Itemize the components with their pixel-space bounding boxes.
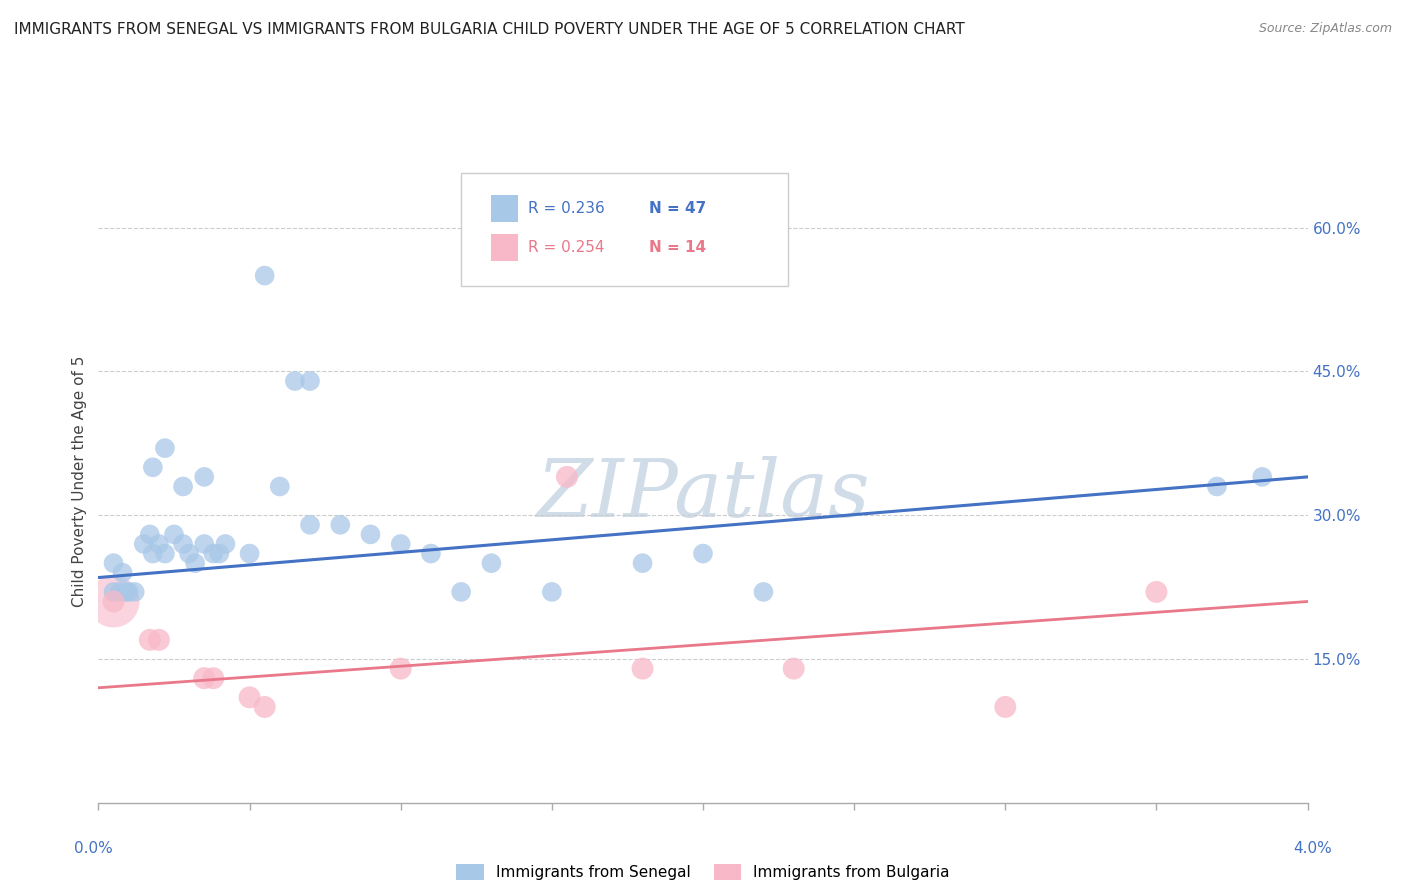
Point xyxy=(139,527,162,541)
Point xyxy=(193,470,215,484)
Point xyxy=(153,441,176,455)
Point xyxy=(142,460,165,475)
Point xyxy=(124,585,146,599)
Point xyxy=(299,374,322,388)
Point xyxy=(111,566,134,580)
Point xyxy=(172,479,194,493)
Point xyxy=(193,671,215,685)
Point xyxy=(148,632,170,647)
Point xyxy=(114,585,136,599)
Text: IMMIGRANTS FROM SENEGAL VS IMMIGRANTS FROM BULGARIA CHILD POVERTY UNDER THE AGE : IMMIGRANTS FROM SENEGAL VS IMMIGRANTS FR… xyxy=(14,22,965,37)
Point xyxy=(631,556,654,570)
Point xyxy=(179,547,201,561)
Point xyxy=(481,556,503,570)
Point xyxy=(541,585,564,599)
Point xyxy=(1206,479,1229,493)
Point xyxy=(202,671,225,685)
Point xyxy=(184,556,207,570)
Point xyxy=(132,537,155,551)
Point xyxy=(994,700,1017,714)
Point xyxy=(108,585,131,599)
Point xyxy=(360,527,382,541)
Point xyxy=(299,517,322,532)
Legend: Immigrants from Senegal, Immigrants from Bulgaria: Immigrants from Senegal, Immigrants from… xyxy=(450,858,956,887)
Text: 4.0%: 4.0% xyxy=(1294,841,1331,856)
Point xyxy=(239,547,262,561)
Text: Source: ZipAtlas.com: Source: ZipAtlas.com xyxy=(1258,22,1392,36)
Point xyxy=(172,537,194,551)
Point xyxy=(284,374,307,388)
Point xyxy=(782,662,804,676)
Text: 0.0%: 0.0% xyxy=(75,841,112,856)
Point xyxy=(239,690,262,705)
Point xyxy=(389,537,412,551)
Point xyxy=(389,662,412,676)
Text: R = 0.254: R = 0.254 xyxy=(527,241,605,255)
Point xyxy=(450,585,472,599)
Point xyxy=(631,662,654,676)
Point xyxy=(103,556,125,570)
Point xyxy=(329,517,352,532)
Point xyxy=(193,537,215,551)
Text: N = 14: N = 14 xyxy=(648,241,706,255)
Point xyxy=(148,537,170,551)
Point xyxy=(253,700,276,714)
Point xyxy=(692,547,714,561)
Point xyxy=(103,594,125,608)
Point xyxy=(269,479,291,493)
Point xyxy=(1146,585,1168,599)
Point xyxy=(253,268,276,283)
Point xyxy=(752,585,775,599)
Point xyxy=(214,537,236,551)
Point xyxy=(103,585,125,599)
Text: R = 0.236: R = 0.236 xyxy=(527,201,605,216)
Point xyxy=(163,527,186,541)
Bar xyxy=(492,235,517,261)
Point xyxy=(202,547,225,561)
Point xyxy=(153,547,176,561)
Point xyxy=(420,547,443,561)
Text: ZIPatlas: ZIPatlas xyxy=(536,456,870,533)
FancyBboxPatch shape xyxy=(461,173,787,285)
Text: N = 47: N = 47 xyxy=(648,201,706,216)
Point xyxy=(208,547,231,561)
Point xyxy=(1251,470,1274,484)
Point xyxy=(142,547,165,561)
Point xyxy=(139,632,162,647)
Bar xyxy=(492,194,517,221)
Y-axis label: Child Poverty Under the Age of 5: Child Poverty Under the Age of 5 xyxy=(72,356,87,607)
Point xyxy=(103,594,125,608)
Point xyxy=(555,470,578,484)
Point xyxy=(118,585,141,599)
